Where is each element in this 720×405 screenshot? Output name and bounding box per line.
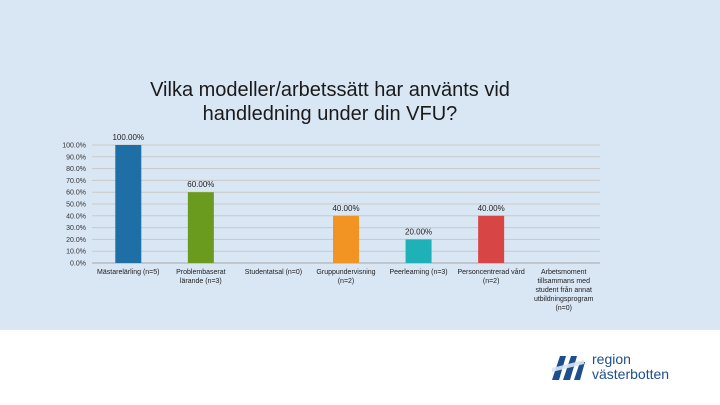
y-tick-label: 50.0% — [66, 202, 86, 209]
y-tick-label: 10.0% — [66, 249, 86, 256]
bar-chart: 0.0% 10.0% 20.0% 30.0% 40.0% 50.0% 60.0% 70.0% 8… — [62, 133, 600, 312]
bar — [405, 239, 432, 263]
bar — [115, 145, 142, 263]
data-label: 40.00% — [332, 204, 359, 213]
logo-line-region: region — [592, 351, 631, 367]
category-label-line: utbildningsprogram — [534, 296, 594, 303]
y-tick-label: 0.0% — [70, 261, 86, 268]
bars — [115, 145, 505, 263]
category-label-line: Personcentrerad vård — [457, 268, 524, 276]
category-label-line: student från annat — [535, 286, 591, 294]
category-label: Problembaserat lärande (n=3) — [176, 269, 225, 285]
category-label-line: Studentatsal (n=0) — [245, 269, 302, 276]
category-label: Studentatsal (n=0) — [245, 269, 302, 276]
category-label-line: Problembaserat — [176, 269, 225, 276]
category-label-line: (n=0) — [555, 305, 572, 312]
x-axis-category-labels: Mästarelärling (n=5) Problembaserat lärand… — [97, 268, 594, 312]
logo-wordmark: region västerbotten — [592, 352, 669, 382]
data-label: 100.00% — [112, 133, 144, 142]
data-label: 20.00% — [405, 227, 432, 236]
category-label-line: (n=2) — [338, 278, 355, 285]
category-label-line: Peerlearning (n=3) — [389, 269, 447, 276]
y-tick-label: 60.0% — [66, 190, 86, 197]
category-label: Gruppundervisning (n=2) — [316, 269, 375, 285]
category-label: Mästarelärling (n=5) — [97, 269, 159, 276]
y-tick-label: 80.0% — [66, 166, 86, 173]
category-label-line: Mästarelärling (n=5) — [97, 269, 159, 276]
category-label-line: tillsammans med — [537, 278, 590, 285]
region-vasterbotten-logo: region västerbotten — [550, 350, 710, 386]
data-label: 40.00% — [478, 204, 505, 213]
y-tick-label: 100.0% — [62, 143, 86, 150]
y-axis-tick-labels: 0.0% 10.0% 20.0% 30.0% 40.0% 50.0% 60.0% 70.0% 8… — [62, 143, 86, 268]
bar — [333, 215, 359, 263]
bar — [478, 215, 505, 263]
category-label: Personcentrerad vård (n=2) — [457, 268, 524, 285]
chart-title: Vilka modeller/arbetssätt har använts vi… — [150, 79, 510, 125]
category-label: Arbetsmoment tillsammans med student från … — [534, 269, 594, 312]
y-tick-label: 40.0% — [66, 213, 86, 220]
y-tick-label: 70.0% — [66, 178, 86, 185]
logo-line-vasterbotten: västerbotten — [592, 366, 670, 382]
category-label-line: Gruppundervisning — [316, 269, 375, 276]
category-label-line: lärande (n=3) — [180, 278, 222, 285]
y-tick-label: 30.0% — [66, 225, 86, 232]
y-tick-label: 90.0% — [66, 154, 86, 161]
category-label-line: (n=2) — [483, 278, 500, 285]
bar — [187, 192, 214, 263]
logo-mark-icon — [552, 356, 585, 380]
data-labels: 100.00% 60.00% 40.00% 20.00% 40.00% — [112, 133, 504, 236]
category-label-line: Arbetsmoment — [541, 269, 587, 276]
data-label: 60.00% — [187, 180, 214, 189]
y-tick-label: 20.0% — [66, 237, 86, 244]
category-label: Peerlearning (n=3) — [389, 269, 447, 276]
